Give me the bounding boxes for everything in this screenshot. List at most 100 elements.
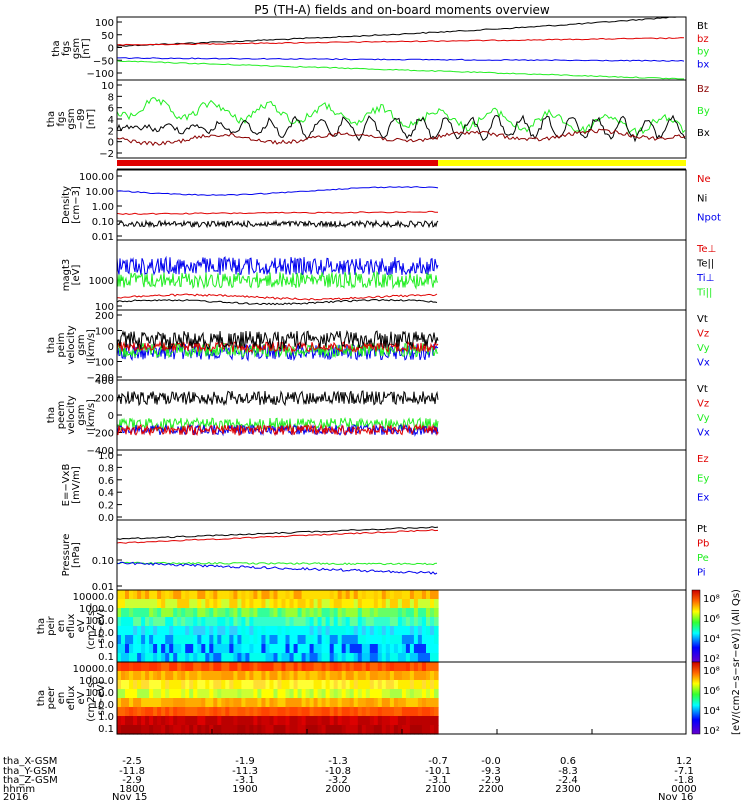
spectrogram-cell — [233, 626, 238, 636]
spectrogram-cell — [185, 725, 190, 735]
spectrogram-cell — [133, 599, 138, 609]
spectrogram-cell — [273, 680, 279, 690]
spectrogram-cell — [277, 635, 283, 645]
spectrogram-cell — [229, 716, 234, 726]
spectrogram-cell — [421, 689, 427, 699]
spectrogram-cell — [189, 644, 194, 654]
spectrogram-cell — [409, 707, 415, 717]
panel-efield: E=−VxB [mV/m] 1.00.8 0.60.4 0.20.0 Ez Ey Ex — [61, 451, 709, 524]
spectrogram-cell — [353, 635, 359, 645]
spectrogram-cell — [289, 707, 295, 717]
spectrogram-cell — [169, 608, 174, 618]
spectrogram-cell — [193, 680, 198, 690]
x-axis-row-label: tha_Y-GSM — [3, 766, 56, 777]
spectrogram-cell — [177, 653, 182, 663]
spectrogram-cell — [145, 626, 150, 636]
spectrogram-cell — [337, 626, 343, 636]
spectrogram-cell — [165, 644, 170, 654]
spectrogram-cell — [397, 617, 403, 627]
spectrogram-cell — [125, 653, 130, 663]
spectrogram-cell — [301, 689, 307, 699]
spectrogram-cell — [321, 653, 327, 663]
spectrogram-cell — [285, 707, 291, 717]
spectrogram-cell — [185, 599, 190, 609]
spectrogram-cell — [417, 626, 423, 636]
spectrogram-cell — [177, 644, 182, 654]
x-tick-label: -10.1 — [425, 766, 451, 777]
spectrogram-cell — [165, 635, 170, 645]
spectrogram-cell — [277, 644, 283, 654]
spectrogram-cell — [149, 644, 154, 654]
spectrogram-cell — [341, 599, 347, 609]
spectrogram-cell — [341, 716, 347, 726]
spectrogram-cell — [345, 599, 351, 609]
spectrogram-cell — [281, 689, 287, 699]
spectrogram-cell — [357, 716, 363, 726]
spectrogram-cell — [137, 662, 142, 672]
spectrogram-cell — [325, 653, 331, 663]
spectrogram-cell — [181, 635, 186, 645]
spectrogram-cell — [205, 644, 210, 654]
spectrogram-cell — [289, 653, 295, 663]
spectrogram-cell — [285, 590, 291, 600]
spectrogram-cell — [401, 626, 407, 636]
spectrogram-cell — [381, 662, 387, 672]
spectrogram-cell — [430, 608, 435, 618]
spectrogram-cell — [317, 608, 323, 618]
spectrogram-cell — [417, 608, 423, 618]
spectrogram-cell — [329, 590, 335, 600]
spectrogram-cell — [261, 626, 266, 636]
spectrogram-cell — [369, 698, 375, 708]
spectrogram-cell — [385, 626, 391, 636]
spectrogram-cell — [289, 608, 295, 618]
spectrogram-cell — [405, 644, 411, 654]
spectrogram-cell — [161, 707, 166, 717]
spectrogram-cell — [313, 716, 319, 726]
spectrogram-cell — [181, 662, 186, 672]
spectrogram-cell — [409, 590, 415, 600]
spectrogram-cell — [413, 653, 419, 663]
spectrogram-cell — [225, 608, 230, 618]
spectrogram-cell — [357, 599, 363, 609]
spectrogram-cell — [129, 599, 134, 609]
spectrogram-cell — [173, 680, 178, 690]
spectrogram-cell — [237, 707, 242, 717]
spectrogram-cell — [405, 671, 411, 681]
spectrogram-cell — [185, 635, 190, 645]
spectrogram-cell — [293, 698, 299, 708]
spectrogram-cell — [421, 617, 427, 627]
spectrogram-cell — [165, 725, 170, 735]
spectrogram-cell — [125, 617, 130, 627]
spectrogram-cell — [157, 707, 162, 717]
spectrogram-cell — [389, 635, 395, 645]
spectrogram-cell — [333, 653, 339, 663]
spectrogram-cell — [309, 725, 315, 735]
spectrogram-cell — [317, 671, 323, 681]
spectrogram-cell — [173, 689, 178, 699]
spectrogram-cell — [241, 626, 246, 636]
spectrogram-cell — [305, 608, 311, 618]
spectrogram-cell — [121, 608, 126, 618]
spectrogram-cell — [401, 698, 407, 708]
spectrogram-cell — [413, 635, 419, 645]
spectrogram-cell — [189, 680, 194, 690]
spectrogram-cell — [117, 617, 122, 627]
spectrogram-cell — [277, 653, 283, 663]
legend-entry: bz — [697, 34, 709, 45]
spectrogram-cell — [329, 644, 335, 654]
y-axis-label: −89 — [76, 108, 87, 129]
spectrogram-cell — [149, 716, 154, 726]
spectrogram-cell — [269, 599, 275, 609]
spectrogram-cell — [177, 671, 182, 681]
spectrogram-cell — [121, 590, 126, 600]
legend-entry: Vx — [697, 428, 710, 439]
spectrogram-cell — [337, 716, 343, 726]
spectrogram-cell — [305, 590, 311, 600]
spectrogram-cell — [233, 608, 238, 618]
spectrogram-cell — [273, 590, 279, 600]
x-tick-label: -7.1 — [674, 766, 694, 777]
spectrogram-cell — [417, 725, 423, 735]
spectrogram-cell — [325, 626, 331, 636]
spectrogram-cell — [361, 698, 367, 708]
